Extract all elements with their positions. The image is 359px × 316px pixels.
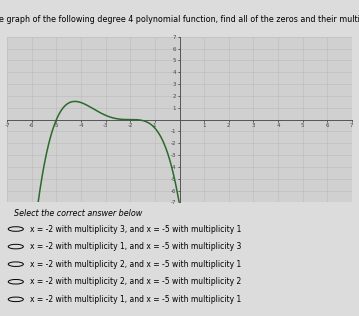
Text: x = -2 with multiplicity 1, and x = -5 with multiplicity 1: x = -2 with multiplicity 1, and x = -5 w… xyxy=(29,295,241,304)
Text: Select the correct answer below: Select the correct answer below xyxy=(14,210,142,218)
Text: Given the graph of the following degree 4 polynomial function, find all of the z: Given the graph of the following degree … xyxy=(0,15,359,24)
Text: x = -2 with multiplicity 1, and x = -5 with multiplicity 3: x = -2 with multiplicity 1, and x = -5 w… xyxy=(29,242,241,251)
Text: x = -2 with multiplicity 2, and x = -5 with multiplicity 1: x = -2 with multiplicity 2, and x = -5 w… xyxy=(29,260,241,269)
Text: x = -2 with multiplicity 2, and x = -5 with multiplicity 2: x = -2 with multiplicity 2, and x = -5 w… xyxy=(29,277,241,286)
Text: x = -2 with multiplicity 3, and x = -5 with multiplicity 1: x = -2 with multiplicity 3, and x = -5 w… xyxy=(29,224,241,234)
